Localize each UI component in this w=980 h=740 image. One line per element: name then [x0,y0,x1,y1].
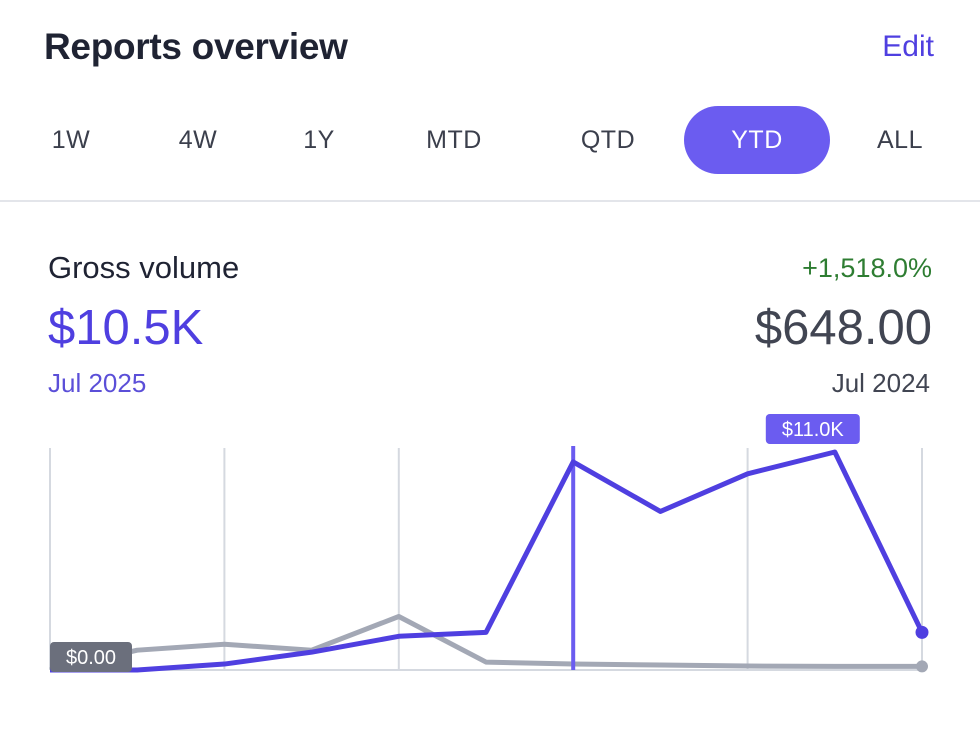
comparison-series-line [49,613,922,673]
divider [0,200,980,202]
current-value: $10.5K [48,301,204,355]
tab-all[interactable]: ALL [877,126,923,154]
start-value-label: $0.00 [66,647,116,669]
period-tabs: 1W 4W 1Y MTD QTD YTD ALL [0,106,980,176]
comparison-end-point [916,660,928,673]
page-title: Reports overview [44,26,348,67]
peak-value-label: $11.0K [782,419,845,441]
peak-value-tooltip [765,414,860,444]
tab-ytd[interactable]: YTD [684,106,830,174]
metric-label: Gross volume [48,250,240,285]
edit-button[interactable]: Edit [882,30,934,63]
current-series-line [50,449,925,673]
header: Reports overview Edit [0,0,980,100]
current-end-point [915,625,929,639]
current-date: Jul 2025 [48,368,147,398]
tab-mtd[interactable]: MTD [426,126,482,154]
tab-4w[interactable]: 4W [178,126,218,154]
previous-value: $648.00 [754,301,932,355]
change-badge: +1,518.0% [802,253,932,283]
previous-date: Jul 2024 [831,368,930,398]
start-value-tooltip [50,642,132,672]
tab-1y[interactable]: 1Y [303,126,335,154]
tab-qtd[interactable]: QTD [580,126,636,154]
tab-1w[interactable]: 1W [51,126,91,154]
gross-volume-chart[interactable]: $0.00 $11.0K [0,410,980,710]
